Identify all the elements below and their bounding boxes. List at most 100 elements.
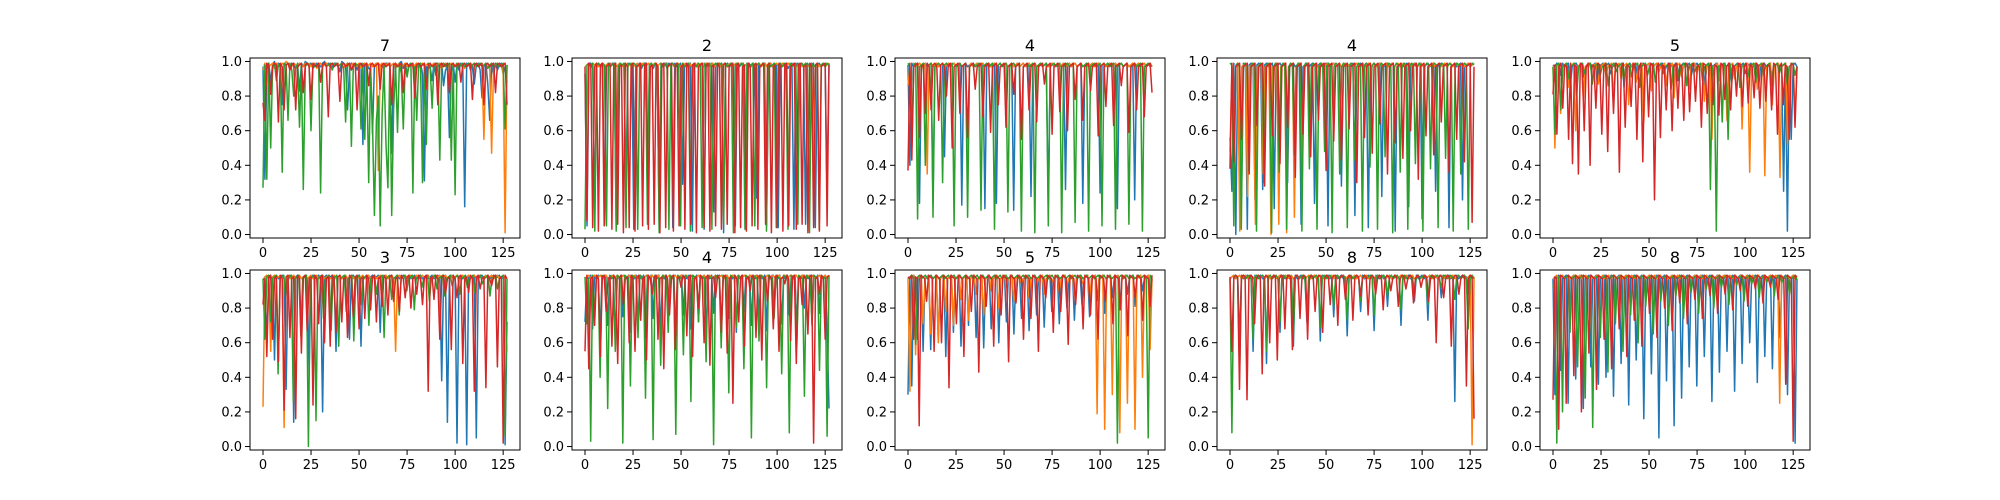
subplot-title: 2 (702, 36, 712, 55)
x-tick-label: 100 (765, 246, 790, 261)
x-tick-label: 25 (303, 246, 320, 261)
x-tick-label: 0 (1549, 246, 1557, 261)
subplot-2: 2 0 25 50 75 100 125 0.0 0.2 0.4 0.6 0.8 1.0 (543, 36, 843, 261)
x-tick-label: 125 (1781, 246, 1806, 261)
x-tick-label: 100 (1088, 458, 1113, 473)
y-tick-label: 0.6 (1511, 336, 1532, 351)
x-tick-label: 100 (443, 246, 468, 261)
y-tick-label: 1.0 (866, 267, 887, 282)
series-line-3 (1229, 62, 1475, 234)
y-tick-label: 0.4 (1188, 159, 1209, 174)
y-tick-label: 0.0 (1188, 440, 1209, 455)
x-tick-label: 50 (1641, 246, 1658, 261)
y-tick-label: 0.8 (1188, 302, 1209, 317)
y-tick-label: 0.2 (1511, 405, 1532, 420)
x-tick-label: 75 (1366, 458, 1383, 473)
x-tick-label: 50 (1318, 246, 1335, 261)
x-tick-label: 50 (996, 246, 1013, 261)
x-tick-label: 125 (1458, 246, 1483, 261)
x-tick-label: 0 (904, 458, 912, 473)
x-tick-label: 125 (1136, 246, 1161, 261)
y-tick-label: 0.6 (543, 124, 564, 139)
x-tick-label: 25 (1270, 246, 1287, 261)
y-tick-label: 0.6 (221, 336, 242, 351)
y-tick-label: 1.0 (543, 55, 564, 70)
y-tick-label: 1.0 (1188, 55, 1209, 70)
subplot-title: 8 (1670, 248, 1680, 267)
x-tick-label: 50 (1641, 458, 1658, 473)
x-tick-label: 75 (721, 246, 738, 261)
y-tick-label: 0.6 (1511, 124, 1532, 139)
y-tick-label: 0.8 (866, 302, 887, 317)
y-tick-label: 0.6 (221, 124, 242, 139)
x-tick-label: 0 (259, 458, 267, 473)
y-tick-label: 0.2 (543, 193, 564, 208)
y-tick-label: 0.0 (543, 228, 564, 243)
y-tick-label: 0.6 (866, 124, 887, 139)
x-tick-label: 75 (1366, 246, 1383, 261)
series-line-4 (907, 274, 1153, 427)
subplot-3: 4 0 25 50 75 100 125 0.0 0.2 0.4 0.6 0.8 1.0 (866, 36, 1166, 261)
x-tick-label: 0 (904, 246, 912, 261)
series-line-4 (1229, 62, 1475, 224)
x-tick-label: 75 (1689, 458, 1706, 473)
y-tick-label: 0.8 (543, 90, 564, 105)
series-line-4 (584, 62, 830, 234)
x-tick-label: 125 (813, 458, 838, 473)
x-tick-label: 75 (721, 458, 738, 473)
x-tick-label: 0 (259, 246, 267, 261)
y-tick-label: 1.0 (1511, 267, 1532, 282)
axes-frame (571, 57, 843, 239)
y-tick-label: 0.4 (221, 159, 242, 174)
series-line-4 (907, 62, 1153, 171)
x-tick-label: 50 (996, 458, 1013, 473)
x-tick-label: 125 (1781, 458, 1806, 473)
x-tick-label: 25 (948, 246, 965, 261)
x-tick-label: 100 (1088, 246, 1113, 261)
x-tick-label: 50 (1318, 458, 1335, 473)
y-tick-label: 0.2 (866, 405, 887, 420)
axes-frame (894, 269, 1166, 451)
x-tick-label: 125 (813, 246, 838, 261)
x-tick-label: 50 (673, 246, 690, 261)
subplot-title: 4 (1347, 36, 1357, 55)
x-tick-label: 100 (765, 458, 790, 473)
x-tick-label: 75 (399, 246, 416, 261)
y-tick-label: 1.0 (221, 267, 242, 282)
x-tick-label: 0 (1226, 458, 1234, 473)
x-tick-label: 100 (443, 458, 468, 473)
series-line-4 (1229, 274, 1475, 419)
subplot-title: 8 (1347, 248, 1357, 267)
x-tick-label: 0 (581, 246, 589, 261)
y-tick-label: 1.0 (1511, 55, 1532, 70)
series-line-3 (1552, 274, 1798, 444)
y-tick-label: 0.2 (866, 193, 887, 208)
x-tick-label: 25 (625, 246, 642, 261)
x-tick-label: 25 (303, 458, 320, 473)
series-line-4 (584, 274, 830, 444)
subplot-6: 3 0 25 50 75 100 125 0.0 0.2 0.4 0.6 0.8 1.0 (221, 248, 521, 473)
y-tick-label: 0.2 (543, 405, 564, 420)
y-tick-label: 0.8 (221, 90, 242, 105)
y-tick-label: 0.8 (1188, 90, 1209, 105)
series-line-4 (262, 274, 508, 444)
x-tick-label: 25 (1593, 458, 1610, 473)
y-tick-label: 0.0 (866, 228, 887, 243)
axes-frame (1216, 269, 1488, 451)
x-tick-label: 125 (1136, 458, 1161, 473)
x-tick-label: 50 (673, 458, 690, 473)
y-tick-label: 0.0 (866, 440, 887, 455)
x-tick-label: 25 (1593, 246, 1610, 261)
y-tick-label: 1.0 (543, 267, 564, 282)
y-tick-label: 0.0 (1511, 440, 1532, 455)
x-tick-label: 0 (1549, 458, 1557, 473)
axes-frame (1539, 57, 1811, 239)
y-tick-label: 0.4 (543, 159, 564, 174)
y-tick-label: 0.2 (221, 193, 242, 208)
axes-frame (894, 57, 1166, 239)
y-tick-label: 0.8 (221, 302, 242, 317)
y-tick-label: 0.4 (866, 371, 887, 386)
subplot-1: 7 0 25 50 75 100 125 0.0 0.2 0.4 0.6 0.8 1.0 (221, 36, 521, 261)
series-line-4 (1552, 274, 1798, 443)
